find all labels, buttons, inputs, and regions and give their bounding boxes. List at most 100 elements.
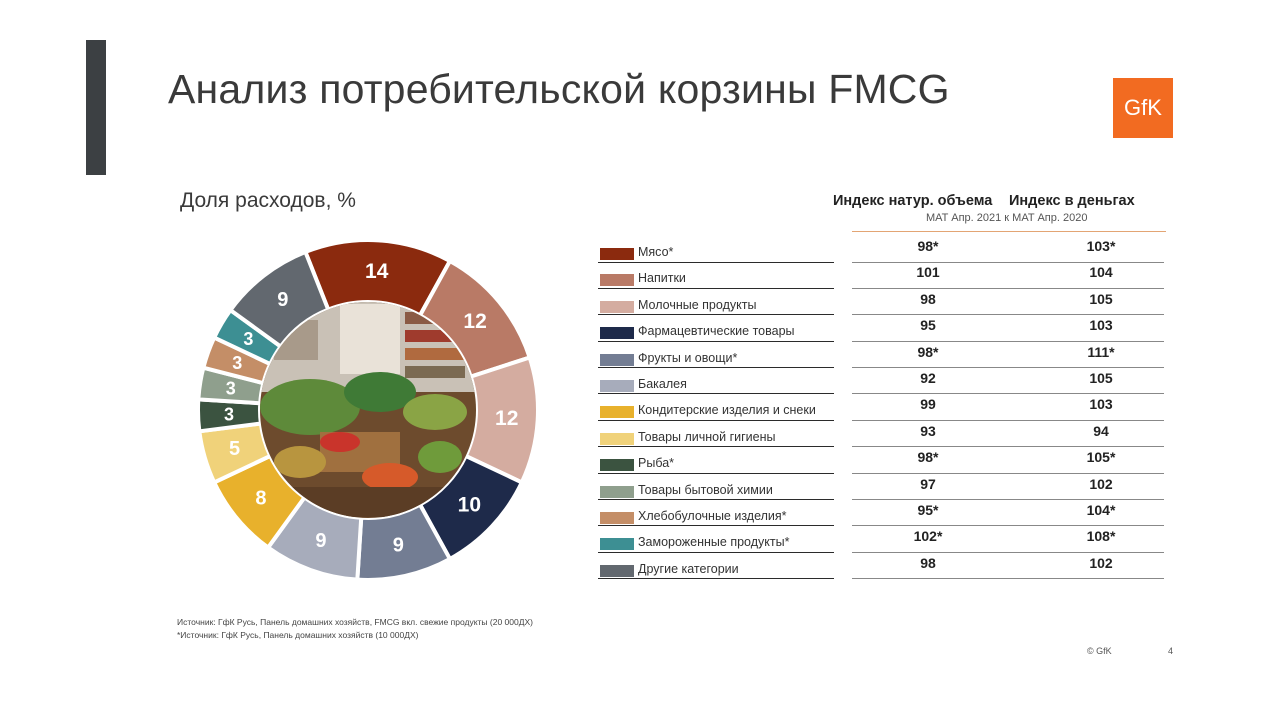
center-produce-photo [260, 302, 476, 518]
donut-value-label: 8 [255, 488, 266, 510]
volume-index-value: 98* [917, 449, 939, 466]
row-rule-right [852, 446, 1164, 448]
volume-index-value: 98* [917, 343, 939, 360]
volume-index-value: 95* [917, 501, 939, 518]
volume-index-value: 98 [920, 554, 936, 571]
row-rule-left [598, 314, 834, 316]
row-rule-left [598, 525, 834, 527]
copyright: © GfK [1087, 646, 1112, 656]
money-index-value: 111* [1087, 343, 1115, 360]
legend-label: Бакалея [638, 376, 687, 391]
donut-value-label: 14 [365, 260, 389, 283]
volume-index-value: 93 [920, 422, 936, 439]
volume-index-value: 98 [920, 290, 936, 307]
row-rule-left [598, 340, 834, 342]
logo-text: GfK [1124, 95, 1162, 120]
money-index-value: 103* [1086, 238, 1116, 254]
legend-label: Рыба* [638, 456, 675, 471]
donut-value-label: 3 [224, 404, 234, 424]
legend-swatch [600, 432, 634, 445]
row-rule-right [852, 367, 1164, 369]
legend-swatch [600, 300, 634, 313]
legend-row: Товары бытовой химии 97 102 [598, 474, 1164, 501]
money-index-value: 108* [1086, 528, 1116, 545]
donut-value-label: 9 [393, 535, 404, 557]
donut-value-label: 9 [315, 530, 326, 552]
volume-index-value: 97 [920, 475, 936, 492]
legend-swatch [600, 327, 634, 340]
legend-row: Другие категории 98 102 [598, 553, 1164, 580]
row-rule-right [852, 393, 1164, 395]
legend-swatch [600, 511, 634, 524]
legend-swatch [600, 274, 634, 287]
row-rule-right [852, 340, 1164, 342]
donut-value-label: 3 [226, 378, 236, 398]
legend-label: Фрукты и овощи* [638, 350, 738, 365]
row-rule-left [598, 261, 834, 263]
money-index-value: 94 [1093, 422, 1109, 439]
row-rule-right [852, 551, 1164, 553]
header-money-index: Индекс в деньгах [1009, 193, 1135, 209]
source-note-2: *Источник: ГфК Русь, Панель домашних хоз… [177, 630, 419, 640]
money-index-value: 105* [1086, 449, 1116, 466]
donut-value-label: 3 [243, 329, 253, 349]
row-rule-left [598, 472, 834, 474]
money-index-value: 105 [1089, 369, 1113, 386]
volume-index-value: 92 [920, 369, 936, 386]
row-rule-right [852, 578, 1164, 580]
legend-label: Товары бытовой химии [638, 482, 773, 497]
legend-label: Замороженные продукты* [638, 535, 790, 550]
legend-row: Напитки 101 104 [598, 262, 1164, 289]
row-rule-left [598, 446, 834, 448]
accent-bar [86, 40, 106, 175]
money-index-value: 103 [1089, 317, 1113, 334]
legend-label: Другие категории [638, 561, 739, 576]
legend-swatch [600, 459, 634, 472]
donut-value-label: 12 [495, 407, 518, 430]
legend-swatch [600, 485, 634, 498]
source-note-1: Источник: ГфК Русь, Панель домашних хозя… [177, 617, 533, 627]
row-rule-right [852, 261, 1164, 263]
legend-swatch [600, 538, 634, 551]
money-index-value: 102 [1089, 475, 1113, 492]
donut-value-label: 5 [229, 438, 240, 460]
legend-swatch [600, 406, 634, 419]
row-rule-right [852, 287, 1164, 289]
donut-value-label: 9 [277, 289, 288, 311]
legend-label: Хлебобулочные изделия* [638, 508, 787, 523]
volume-index-value: 102* [913, 528, 943, 545]
header-volume-index: Индекс натур. объема [833, 193, 993, 209]
row-rule-left [598, 287, 834, 289]
legend-label: Мясо* [638, 245, 674, 259]
legend-swatch [600, 248, 634, 260]
chart-subtitle: Доля расходов, % [180, 189, 356, 212]
donut-value-label: 12 [463, 310, 486, 333]
legend-row: Кондитерские изделия и снеки 99 103 [598, 394, 1164, 421]
legend-label: Молочные продукты [638, 297, 757, 312]
row-rule-left [598, 551, 834, 553]
volume-index-value: 98* [917, 238, 939, 254]
legend-label: Кондитерские изделия и снеки [638, 403, 816, 418]
header-period: MAT Апр. 2021 к MAT Апр. 2020 [926, 212, 1088, 224]
row-rule-right [852, 419, 1164, 421]
legend-row: Рыба* 98* 105* [598, 447, 1164, 474]
donut-value-label: 10 [458, 494, 481, 517]
row-rule-right [852, 525, 1164, 527]
page-number: 4 [1168, 646, 1174, 656]
money-index-value: 104* [1086, 501, 1116, 518]
row-rule-right [852, 499, 1164, 501]
row-rule-left [598, 578, 834, 580]
row-rule-left [598, 367, 834, 369]
legend-row: Хлебобулочные изделия* 95* 104* [598, 500, 1164, 527]
money-index-value: 102 [1089, 554, 1113, 571]
legend-swatch [600, 564, 634, 577]
row-rule-left [598, 419, 834, 421]
row-rule-left [598, 499, 834, 501]
legend-row: Молочные продукты 98 105 [598, 289, 1164, 316]
row-rule-right [852, 314, 1164, 316]
donut-value-label: 3 [232, 353, 242, 373]
legend-swatch [600, 379, 634, 392]
legend-row: Товары личной гигиены 93 94 [598, 421, 1164, 448]
volume-index-value: 101 [916, 264, 940, 281]
